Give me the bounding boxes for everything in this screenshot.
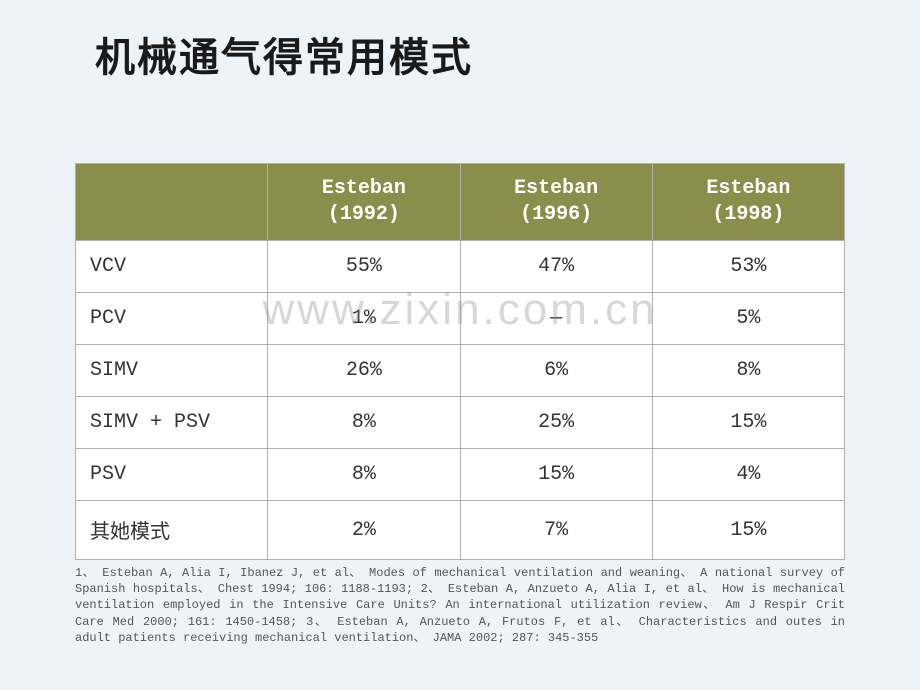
header-year: (1996)	[520, 203, 592, 226]
cell-value: 8%	[652, 345, 844, 397]
cell-value: 8%	[268, 397, 460, 449]
row-label: SIMV + PSV	[76, 397, 268, 449]
cell-value: 4%	[652, 449, 844, 501]
header-esteban-1998: Esteban (1998)	[652, 164, 844, 241]
header-text: Esteban	[706, 177, 790, 200]
table-row: SIMV + PSV 8% 25% 15%	[76, 397, 845, 449]
header-empty	[76, 164, 268, 241]
header-esteban-1992: Esteban (1992)	[268, 164, 460, 241]
table-row: 其她模式 2% 7% 15%	[76, 501, 845, 560]
cell-value: 47%	[460, 241, 652, 293]
cell-value: 1%	[268, 293, 460, 345]
table-row: SIMV 26% 6% 8%	[76, 345, 845, 397]
row-label: PSV	[76, 449, 268, 501]
row-label: PCV	[76, 293, 268, 345]
table-row: VCV 55% 47% 53%	[76, 241, 845, 293]
header-year: (1992)	[328, 203, 400, 226]
references-text: 1、 Esteban A, Alia I, Ibanez J, et al、 M…	[75, 565, 845, 646]
cell-value: 15%	[652, 501, 844, 560]
ventilation-modes-table-container: Esteban (1992) Esteban (1996) Esteban (1…	[75, 163, 845, 560]
row-label: SIMV	[76, 345, 268, 397]
header-text: Esteban	[514, 177, 598, 200]
header-text: Esteban	[322, 177, 406, 200]
cell-value: 15%	[652, 397, 844, 449]
cell-value: 6%	[460, 345, 652, 397]
cell-value: 8%	[268, 449, 460, 501]
cell-value: 7%	[460, 501, 652, 560]
cell-value: 5%	[652, 293, 844, 345]
table-row: PSV 8% 15% 4%	[76, 449, 845, 501]
table-row: PCV 1% — 5%	[76, 293, 845, 345]
header-year: (1998)	[712, 203, 784, 226]
page-title: 机械通气得常用模式	[0, 0, 920, 83]
header-esteban-1996: Esteban (1996)	[460, 164, 652, 241]
cell-value: 53%	[652, 241, 844, 293]
cell-value: 25%	[460, 397, 652, 449]
cell-value: —	[460, 293, 652, 345]
row-label: 其她模式	[76, 501, 268, 560]
cell-value: 55%	[268, 241, 460, 293]
row-label: VCV	[76, 241, 268, 293]
cell-value: 15%	[460, 449, 652, 501]
cell-value: 2%	[268, 501, 460, 560]
cell-value: 26%	[268, 345, 460, 397]
table-header-row: Esteban (1992) Esteban (1996) Esteban (1…	[76, 164, 845, 241]
ventilation-modes-table: Esteban (1992) Esteban (1996) Esteban (1…	[75, 163, 845, 560]
